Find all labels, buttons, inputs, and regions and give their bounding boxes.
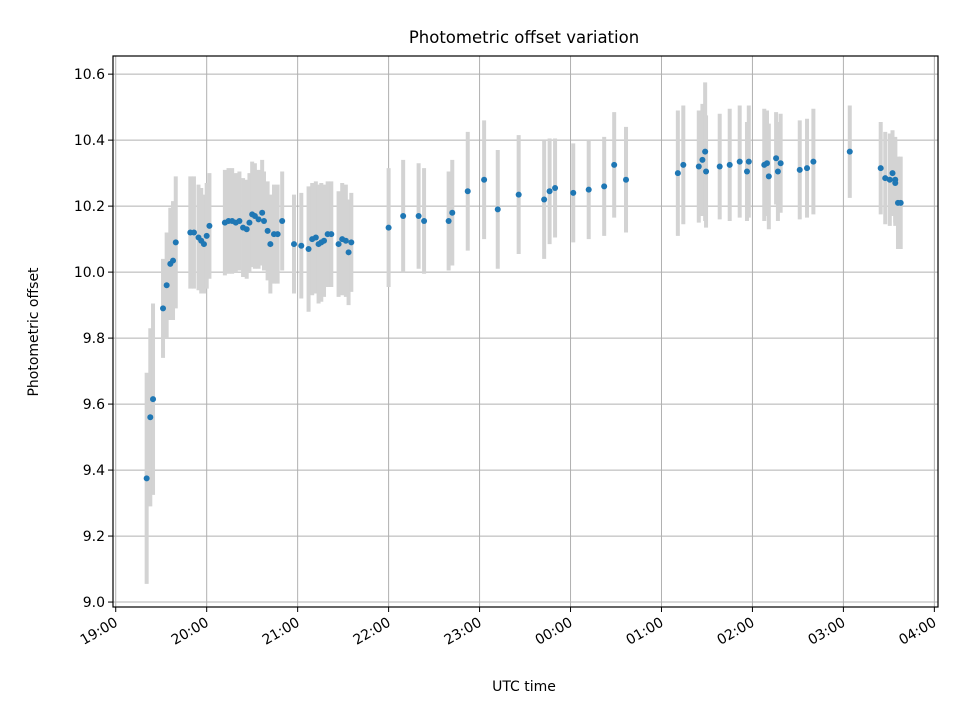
data-point: [702, 148, 709, 155]
data-point: [147, 414, 154, 421]
data-point: [810, 158, 817, 165]
data-point: [886, 176, 893, 183]
data-point: [796, 166, 803, 173]
data-point: [259, 209, 266, 216]
data-point: [552, 184, 559, 191]
data-point: [255, 216, 262, 223]
data-point: [203, 232, 210, 239]
data-point: [611, 161, 618, 168]
data-point: [200, 241, 207, 248]
data-point: [206, 222, 213, 229]
data-point: [481, 176, 488, 183]
data-point: [246, 219, 253, 226]
y-axis: 9.0 9.2 9.4 9.6 9.8 10.0 10.2 10.4 10.6: [74, 67, 113, 611]
y-tick-label: 9.8: [83, 331, 105, 347]
data-point: [601, 183, 608, 190]
data-point: [699, 156, 706, 163]
data-point: [291, 241, 298, 248]
data-point: [541, 196, 548, 203]
data-point: [745, 158, 752, 165]
data-point: [279, 217, 286, 224]
grid: [113, 56, 938, 607]
data-point: [190, 229, 197, 236]
data-points: [143, 148, 904, 482]
chart-title: Photometric offset variation: [409, 28, 639, 47]
data-point: [897, 199, 904, 206]
data-point: [892, 180, 899, 187]
data-point: [846, 148, 853, 155]
data-point: [494, 206, 501, 213]
data-point: [765, 173, 772, 180]
data-point: [743, 168, 750, 175]
data-point: [143, 475, 150, 482]
data-point: [415, 213, 422, 220]
data-point: [877, 165, 884, 172]
y-tick-label: 10.4: [74, 133, 105, 149]
data-point: [736, 158, 743, 165]
data-point: [777, 160, 784, 167]
data-point: [716, 163, 723, 170]
data-point: [163, 282, 170, 289]
data-point: [623, 176, 630, 183]
data-point: [264, 227, 271, 234]
data-point: [449, 209, 456, 216]
data-point: [328, 231, 335, 238]
data-point: [335, 241, 342, 248]
data-point: [400, 213, 407, 220]
data-point: [312, 234, 319, 241]
data-point: [695, 163, 702, 170]
y-tick-label: 9.4: [83, 463, 105, 479]
data-point: [680, 161, 687, 168]
data-point: [172, 239, 179, 246]
data-point: [726, 161, 733, 168]
data-point: [348, 239, 355, 246]
data-point: [546, 188, 553, 195]
data-point: [804, 165, 811, 172]
data-point: [570, 189, 577, 196]
y-tick-label: 10.2: [74, 199, 105, 215]
y-tick-label: 9.6: [83, 397, 105, 413]
data-point: [160, 305, 167, 312]
data-point: [385, 224, 392, 231]
data-point: [889, 170, 896, 177]
data-point: [703, 168, 710, 175]
x-axis-label: UTC time: [492, 679, 556, 695]
data-point: [515, 191, 522, 198]
data-point: [243, 226, 250, 233]
y-tick-label: 10.0: [74, 265, 105, 281]
data-point: [345, 249, 352, 256]
data-point: [882, 175, 889, 182]
data-point: [445, 217, 452, 224]
data-point: [321, 237, 328, 244]
data-point: [150, 396, 157, 403]
data-point: [421, 217, 428, 224]
data-point: [170, 257, 177, 264]
data-point: [260, 217, 267, 224]
data-point: [298, 242, 305, 249]
plot-frame: [112, 55, 939, 608]
data-point: [585, 186, 592, 193]
data-point: [774, 168, 781, 175]
data-point: [267, 241, 274, 248]
y-tick-label: 10.6: [74, 67, 105, 83]
data-point: [342, 237, 349, 244]
data-point: [305, 246, 312, 253]
data-point: [674, 170, 681, 177]
data-point: [763, 160, 770, 167]
y-tick-label: 9.2: [83, 529, 105, 545]
data-point: [464, 188, 471, 195]
data-point: [236, 217, 243, 224]
y-axis-label: Photometric offset: [26, 267, 42, 397]
data-point: [773, 155, 780, 162]
data-point: [274, 231, 281, 238]
y-tick-label: 9.0: [83, 595, 105, 611]
